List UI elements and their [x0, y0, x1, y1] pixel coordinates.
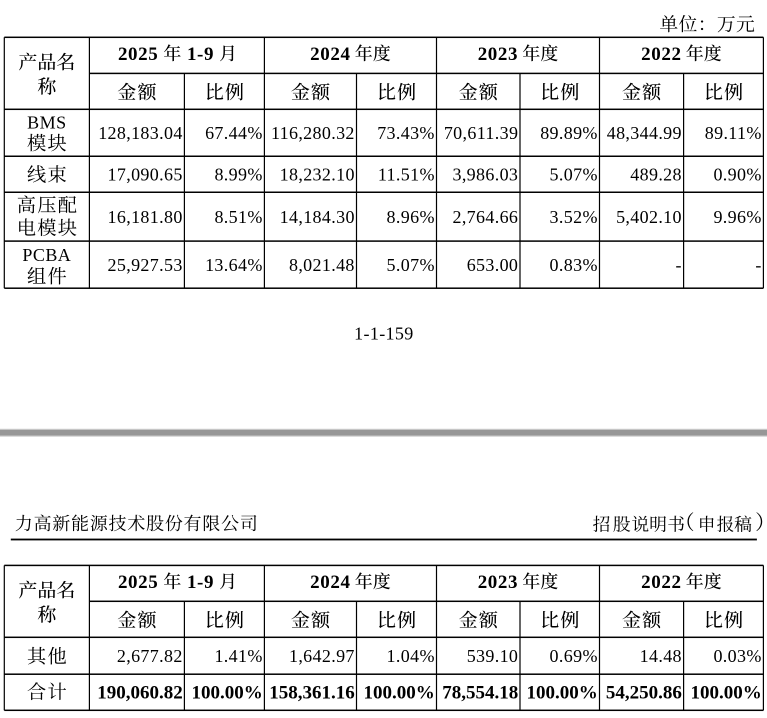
svg-text:70,611.39: 70,611.39	[444, 123, 518, 143]
svg-text:-: -	[755, 255, 761, 275]
svg-text:2022: 2022	[641, 44, 681, 65]
svg-text:0.90%: 0.90%	[713, 164, 761, 184]
svg-text:116,280.32: 116,280.32	[271, 123, 355, 143]
svg-text:14,184.30: 14,184.30	[280, 207, 355, 227]
svg-text:8.96%: 8.96%	[387, 207, 435, 227]
svg-text:54,250.86: 54,250.86	[606, 682, 682, 703]
svg-text:2025: 2025	[118, 44, 158, 65]
svg-text:PCBA: PCBA	[22, 245, 71, 265]
svg-text:11.51%: 11.51%	[378, 164, 435, 184]
svg-text:2,764.66: 2,764.66	[452, 207, 518, 227]
svg-text:BMS: BMS	[27, 112, 66, 132]
svg-text:2,677.82: 2,677.82	[117, 646, 183, 666]
svg-text:17,090.65: 17,090.65	[108, 164, 183, 184]
svg-text:1.04%: 1.04%	[387, 646, 435, 666]
svg-text:539.10: 539.10	[467, 646, 519, 666]
svg-text:2024: 2024	[310, 572, 350, 593]
svg-text:128,183.04: 128,183.04	[98, 123, 183, 143]
svg-text:1-9: 1-9	[187, 572, 214, 593]
svg-text:9.96%: 9.96%	[713, 207, 761, 227]
svg-text:0.83%: 0.83%	[550, 255, 598, 275]
svg-text:89.89%: 89.89%	[540, 123, 598, 143]
svg-text:1.41%: 1.41%	[214, 646, 262, 666]
svg-text:8,021.48: 8,021.48	[289, 255, 355, 275]
svg-text:73.43%: 73.43%	[377, 123, 435, 143]
svg-text:2024: 2024	[310, 44, 350, 65]
svg-text:158,361.16: 158,361.16	[269, 682, 355, 703]
svg-text:2023: 2023	[478, 44, 518, 65]
svg-text:25,927.53: 25,927.53	[108, 255, 183, 275]
svg-text:1-1-159: 1-1-159	[354, 323, 413, 343]
svg-text:0.03%: 0.03%	[713, 646, 761, 666]
svg-text:100.00%: 100.00%	[364, 682, 435, 703]
svg-text:3,986.03: 3,986.03	[452, 164, 518, 184]
svg-text:2025: 2025	[118, 572, 158, 593]
svg-text:5,402.10: 5,402.10	[616, 207, 682, 227]
svg-text:14.48: 14.48	[640, 646, 682, 666]
svg-text:489.28: 489.28	[630, 164, 682, 184]
svg-text:8.51%: 8.51%	[214, 207, 262, 227]
svg-text:1-9: 1-9	[187, 44, 214, 65]
svg-text:13.64%: 13.64%	[205, 255, 263, 275]
svg-text:48,344.99: 48,344.99	[607, 123, 682, 143]
svg-text:1,642.97: 1,642.97	[289, 646, 355, 666]
svg-text:89.11%: 89.11%	[705, 123, 762, 143]
svg-text:67.44%: 67.44%	[205, 123, 263, 143]
svg-text:0.69%: 0.69%	[550, 646, 598, 666]
svg-text:100.00%: 100.00%	[191, 682, 262, 703]
svg-text:78,554.18: 78,554.18	[442, 682, 518, 703]
svg-text:2023: 2023	[478, 572, 518, 593]
svg-text:16,181.80: 16,181.80	[108, 207, 183, 227]
svg-text:5.07%: 5.07%	[550, 164, 598, 184]
svg-text:5.07%: 5.07%	[387, 255, 435, 275]
svg-text:100.00%: 100.00%	[527, 682, 598, 703]
svg-text:190,060.82: 190,060.82	[97, 682, 183, 703]
svg-text:2022: 2022	[641, 572, 681, 593]
svg-text:8.99%: 8.99%	[214, 164, 262, 184]
svg-text:653.00: 653.00	[467, 255, 519, 275]
svg-text:3.52%: 3.52%	[550, 207, 598, 227]
svg-text:18,232.10: 18,232.10	[280, 164, 355, 184]
svg-text:-: -	[676, 255, 682, 275]
svg-text:100.00%: 100.00%	[690, 682, 761, 703]
